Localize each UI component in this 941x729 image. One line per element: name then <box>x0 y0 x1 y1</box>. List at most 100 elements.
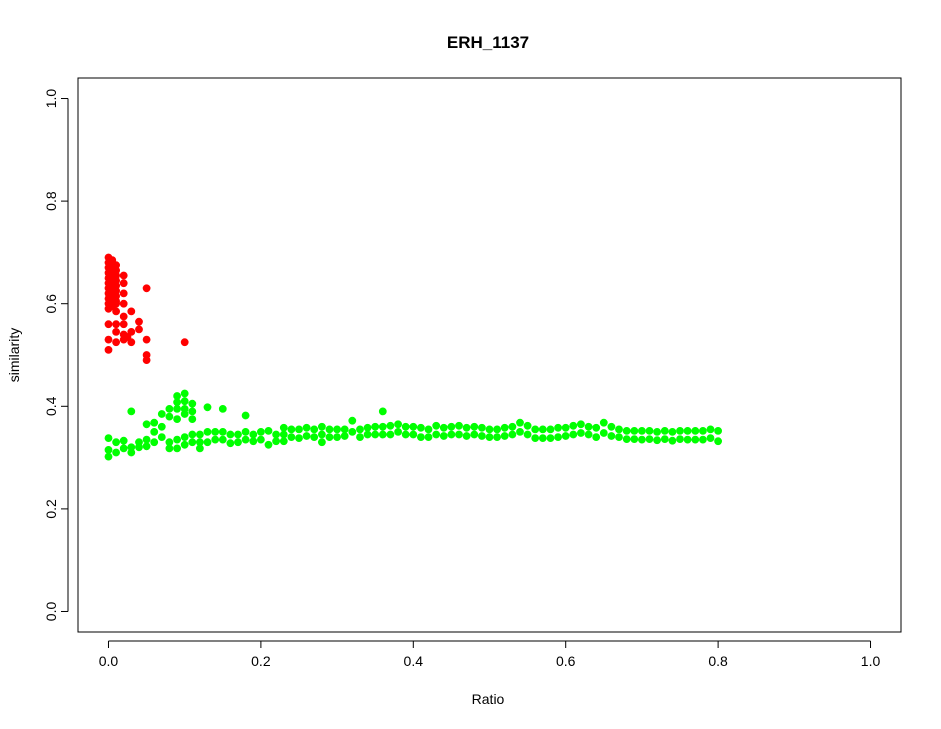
green-data-point <box>333 433 341 441</box>
green-data-point <box>523 421 532 430</box>
red-data-point <box>142 335 151 344</box>
green-data-point <box>401 422 410 431</box>
green-data-point <box>218 404 227 413</box>
green-data-point <box>462 423 471 432</box>
green-data-point <box>416 433 425 441</box>
green-data-point <box>500 423 509 432</box>
green-data-point <box>699 426 707 435</box>
green-data-point <box>493 433 501 441</box>
green-data-point <box>340 432 349 440</box>
green-data-point <box>119 436 128 445</box>
green-data-point <box>211 427 220 436</box>
red-data-point <box>142 284 151 293</box>
green-data-point <box>424 433 433 441</box>
green-data-point <box>264 426 273 435</box>
green-data-point <box>599 418 608 427</box>
y-tick-label: 0.4 <box>43 396 59 416</box>
green-data-point <box>691 426 700 435</box>
green-data-point <box>142 420 151 429</box>
green-data-point <box>150 427 159 436</box>
green-data-point <box>386 421 395 430</box>
red-data-point <box>112 327 120 336</box>
green-data-point <box>371 430 380 439</box>
x-axis-label: Ratio <box>472 691 505 707</box>
green-data-point <box>378 430 387 439</box>
green-data-point <box>615 425 623 434</box>
green-data-point <box>706 425 715 434</box>
green-data-point <box>310 433 319 441</box>
green-data-point <box>386 430 395 439</box>
green-data-point <box>561 432 570 440</box>
green-data-point <box>455 421 463 430</box>
green-data-point <box>363 423 372 432</box>
green-data-point <box>234 438 242 447</box>
red-data-point <box>104 320 113 329</box>
green-data-point <box>112 438 120 447</box>
green-data-point <box>714 437 722 446</box>
green-data-point <box>188 407 197 416</box>
green-data-point <box>226 439 235 448</box>
green-data-point <box>180 410 189 418</box>
green-data-point <box>256 435 265 444</box>
green-data-point <box>508 430 517 439</box>
green-data-point <box>287 425 296 434</box>
green-data-point <box>622 426 631 435</box>
green-data-point <box>226 430 235 439</box>
green-data-point <box>538 425 547 434</box>
green-data-point <box>180 440 189 449</box>
green-data-point <box>333 425 341 434</box>
green-data-point <box>683 426 692 435</box>
green-data-point <box>173 415 181 423</box>
green-data-point <box>272 430 280 439</box>
green-data-point <box>424 425 433 434</box>
green-data-point <box>500 432 509 440</box>
green-data-point <box>188 438 197 447</box>
green-data-point <box>325 425 334 434</box>
green-data-point <box>142 442 151 451</box>
green-data-point <box>577 420 585 429</box>
green-data-point <box>607 432 616 440</box>
green-data-point <box>295 425 303 434</box>
green-data-point <box>531 425 540 434</box>
green-data-point <box>477 423 486 432</box>
green-data-point <box>317 430 326 439</box>
y-tick-label: 1.0 <box>43 89 59 109</box>
green-data-point <box>348 416 357 425</box>
green-data-point <box>173 435 181 444</box>
green-data-point <box>173 444 181 453</box>
green-data-point <box>599 429 608 437</box>
green-data-point <box>485 433 494 441</box>
green-data-point <box>165 444 174 453</box>
green-data-point <box>516 427 524 436</box>
green-data-point <box>119 444 128 453</box>
green-data-point <box>173 398 181 407</box>
green-data-point <box>302 432 311 440</box>
red-data-point <box>119 320 128 329</box>
red-data-point <box>127 327 136 336</box>
green-data-point <box>676 435 684 443</box>
green-data-point <box>279 430 288 439</box>
green-data-point <box>546 434 555 442</box>
green-data-point <box>401 430 410 439</box>
green-data-point <box>317 422 326 431</box>
green-data-point <box>394 420 402 429</box>
green-data-point <box>249 437 258 446</box>
green-data-point <box>668 436 677 445</box>
green-data-point <box>645 426 654 435</box>
y-tick-label: 0.6 <box>43 294 59 314</box>
green-data-point <box>378 422 387 431</box>
green-data-point <box>645 435 654 443</box>
green-data-point <box>180 389 189 398</box>
green-data-point <box>272 437 280 446</box>
green-data-point <box>157 410 166 418</box>
green-data-point <box>371 422 380 431</box>
green-data-point <box>508 422 517 431</box>
green-data-point <box>432 430 441 439</box>
green-data-point <box>447 430 456 439</box>
green-data-point <box>302 423 311 432</box>
green-data-point <box>142 435 151 444</box>
green-data-point <box>660 426 669 435</box>
green-data-point <box>348 427 357 436</box>
green-data-point <box>135 443 143 452</box>
green-data-point <box>439 423 448 432</box>
